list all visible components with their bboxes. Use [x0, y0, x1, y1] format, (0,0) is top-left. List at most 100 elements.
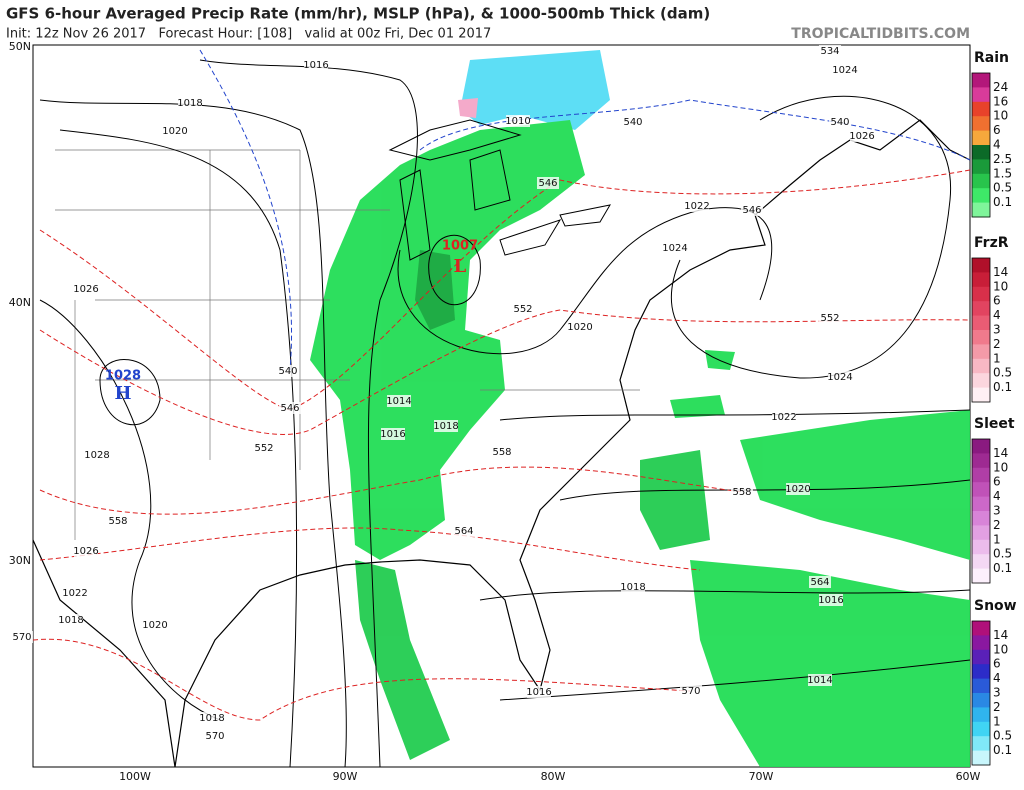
isobar-label-bg — [833, 64, 857, 76]
lat-label: 50N — [9, 40, 31, 53]
thickness-label: 546 — [280, 403, 299, 414]
legend-label: 4 — [993, 308, 1001, 322]
legend-swatch — [972, 721, 990, 737]
legend-swatch — [972, 173, 990, 189]
legend-label: 4 — [993, 671, 1001, 685]
legend-title: FrzR — [974, 235, 1009, 251]
legend-label: 2 — [993, 518, 1001, 532]
thickness-label-bg — [819, 312, 841, 324]
center-value: 1007 — [442, 239, 478, 254]
legend-frame — [971, 438, 991, 584]
thickness-label-bg — [622, 116, 644, 128]
rain-atlantic-3 — [690, 560, 970, 767]
legend-swatch — [972, 635, 990, 651]
legend-label: 6 — [993, 123, 1001, 137]
legend-label: 14 — [993, 265, 1008, 279]
isobar-label: 1018 — [199, 713, 224, 724]
legend-swatch — [972, 453, 990, 469]
subtitle: Init: 12z Nov 26 2017 Forecast Hour: [10… — [6, 27, 491, 42]
isobar-label-bg — [568, 321, 592, 333]
isobar-label-bg — [178, 97, 202, 109]
legend-title: Sleet — [974, 416, 1015, 432]
isobar-label: 1018 — [620, 582, 645, 593]
isobar-label: 1016 — [380, 429, 405, 440]
lon-label: 90W — [333, 770, 358, 783]
thickness-label-bg — [731, 486, 753, 498]
thickness-label: 552 — [513, 304, 532, 315]
isobar-label: 1016 — [526, 687, 551, 698]
rain-heavy — [415, 250, 455, 330]
legend-swatch — [972, 467, 990, 483]
legend-swatch — [972, 73, 990, 88]
thickness-label-bg — [741, 204, 763, 216]
center-symbol: H — [114, 383, 131, 404]
thickness-label: 570 — [12, 632, 31, 643]
legend-label: 1 — [993, 532, 1001, 546]
isobar-label-bg — [381, 428, 405, 440]
legend-swatch — [972, 159, 990, 175]
thickness-label: 546 — [742, 205, 761, 216]
isobar-label: 1018 — [58, 615, 83, 626]
thickness-label: 558 — [108, 516, 127, 527]
isobar-label-bg — [434, 420, 458, 432]
legend-label: 2 — [993, 337, 1001, 351]
legend-swatch — [972, 621, 990, 636]
legend-swatch — [972, 101, 990, 117]
lat-label: 30N — [9, 554, 31, 567]
rain-gulf — [355, 560, 450, 760]
legend-swatch — [972, 373, 990, 389]
isobar-label: 1026 — [73, 546, 98, 557]
legend-swatch — [972, 750, 990, 766]
legend-label: 0.5 — [993, 547, 1012, 561]
thickness-label: 540 — [623, 117, 642, 128]
lon-label: 70W — [749, 770, 774, 783]
legend-label: 2.5 — [993, 152, 1012, 166]
isobar-label: 1028 — [84, 450, 109, 461]
coastline — [32, 119, 971, 768]
legend-swatch — [972, 145, 990, 160]
thickness-label-bg — [277, 365, 299, 377]
thickness-label-bg — [491, 446, 513, 458]
isobar-label-bg — [819, 594, 843, 606]
legend-label: 2 — [993, 700, 1001, 714]
legend-label: 10 — [993, 109, 1008, 123]
state-borders — [55, 149, 640, 540]
isobar-label-bg — [772, 411, 796, 423]
legend-label: 24 — [993, 80, 1008, 94]
legend-swatch — [972, 301, 990, 317]
legend-label: 0.1 — [993, 380, 1012, 394]
isobar-label: 1016 — [818, 595, 843, 606]
isobar-label: 1014 — [807, 675, 832, 686]
isobar-label-bg — [828, 371, 852, 383]
lat-label: 40N — [9, 296, 31, 309]
legend-label: 0.5 — [993, 366, 1012, 380]
isobar-label-bg — [663, 242, 687, 254]
legend-label: 6 — [993, 475, 1001, 489]
legend-swatch — [972, 344, 990, 360]
thickness-label: 552 — [254, 443, 273, 454]
isobar-label-bg — [808, 674, 832, 686]
legend-swatch — [972, 116, 990, 132]
center-value: 1028 — [105, 369, 141, 384]
rain-atlantic-2 — [740, 410, 970, 560]
legend-swatch — [972, 707, 990, 723]
legend-swatch — [972, 568, 990, 584]
thickness-label: 534 — [820, 46, 839, 57]
legend-label: 1 — [993, 351, 1001, 365]
legend-swatch — [972, 202, 990, 218]
legend-label: 3 — [993, 686, 1001, 700]
isobar-label: 1026 — [73, 284, 98, 295]
isobar-label-bg — [85, 449, 109, 461]
snow-area — [460, 50, 610, 130]
legend-label: 0.1 — [993, 195, 1012, 209]
legend-label: 10 — [993, 642, 1008, 656]
lon-label: 80W — [541, 770, 566, 783]
thickness-label: 552 — [820, 313, 839, 324]
legend-swatch — [972, 272, 990, 288]
legend-swatch — [972, 130, 990, 146]
legend-swatch — [972, 482, 990, 498]
thickness-label-bg — [253, 442, 275, 454]
